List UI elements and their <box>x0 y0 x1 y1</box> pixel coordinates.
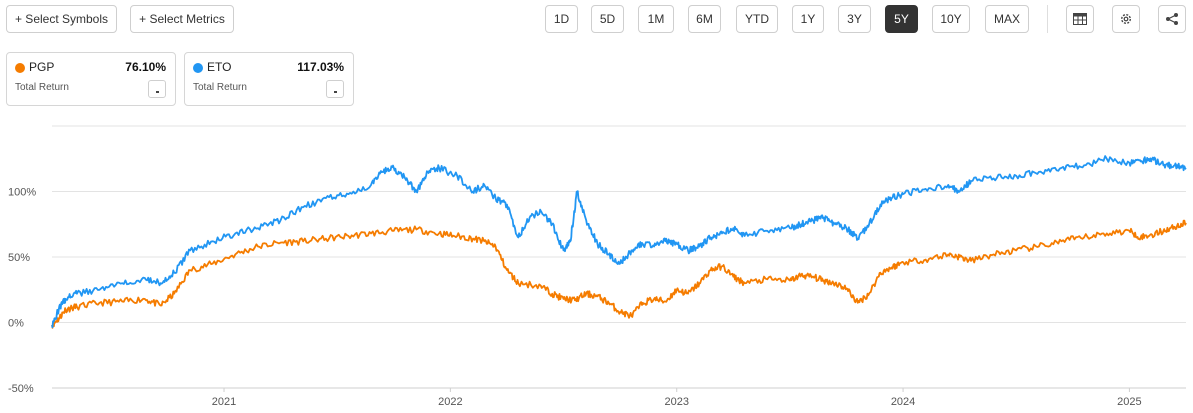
pgp-color-dot <box>15 63 25 73</box>
mini-chart-icon <box>156 91 159 93</box>
range-ytd-button[interactable]: YTD <box>736 5 778 33</box>
select-metrics-button[interactable]: + Select Metrics <box>130 5 234 33</box>
total-return-chart[interactable]: -50% 0% 50% 100% 2021 2022 2023 2024 2025 <box>0 118 1193 413</box>
pgp-chart-toggle-button[interactable] <box>148 80 166 98</box>
x-tick-label: 2022 <box>438 396 462 408</box>
eto-symbol-label: ETO <box>207 60 232 74</box>
range-3y-button[interactable]: 3Y <box>838 5 871 33</box>
table-view-button[interactable] <box>1066 5 1094 33</box>
series-line-pgp <box>51 219 1187 329</box>
toolbar-divider <box>1047 5 1048 33</box>
settings-button[interactable] <box>1112 5 1140 33</box>
symbol-card-pgp[interactable]: PGP 76.10% Total Return <box>6 52 176 106</box>
range-1m-button[interactable]: 1M <box>638 5 674 33</box>
y-tick-label: -50% <box>8 383 34 395</box>
y-tick-label: 100% <box>8 187 36 199</box>
range-6m-button[interactable]: 6M <box>688 5 721 33</box>
eto-total-return-value: 117.03% <box>297 60 344 74</box>
mini-chart-icon <box>334 91 337 93</box>
symbol-card-eto[interactable]: ETO 117.03% Total Return <box>184 52 354 106</box>
x-tick-label: 2024 <box>891 396 915 408</box>
range-1y-button[interactable]: 1Y <box>792 5 824 33</box>
eto-color-dot <box>193 63 203 73</box>
gear-icon <box>1120 13 1132 25</box>
y-tick-label: 0% <box>8 318 24 330</box>
range-10y-button[interactable]: 10Y <box>932 5 970 33</box>
eto-chart-toggle-button[interactable] <box>326 80 344 98</box>
share-button[interactable] <box>1158 5 1186 33</box>
select-symbols-button[interactable]: + Select Symbols <box>6 5 117 33</box>
pgp-total-return-value: 76.10% <box>125 60 166 74</box>
x-tick-label: 2025 <box>1117 396 1141 408</box>
share-icon <box>1166 13 1178 25</box>
range-5d-button[interactable]: 5D <box>591 5 624 33</box>
pgp-symbol-label: PGP <box>29 60 55 74</box>
x-tick-label: 2021 <box>212 396 236 408</box>
table-icon <box>1073 13 1087 25</box>
y-tick-label: 50% <box>8 252 30 264</box>
range-5y-button[interactable]: 5Y <box>885 5 918 33</box>
series-line-eto <box>51 155 1187 329</box>
eto-metric-label: Total Return <box>193 82 247 93</box>
x-tick-label: 2023 <box>664 396 688 408</box>
pgp-metric-label: Total Return <box>15 82 69 93</box>
range-1d-button[interactable]: 1D <box>545 5 578 33</box>
range-max-button[interactable]: MAX <box>985 5 1029 33</box>
